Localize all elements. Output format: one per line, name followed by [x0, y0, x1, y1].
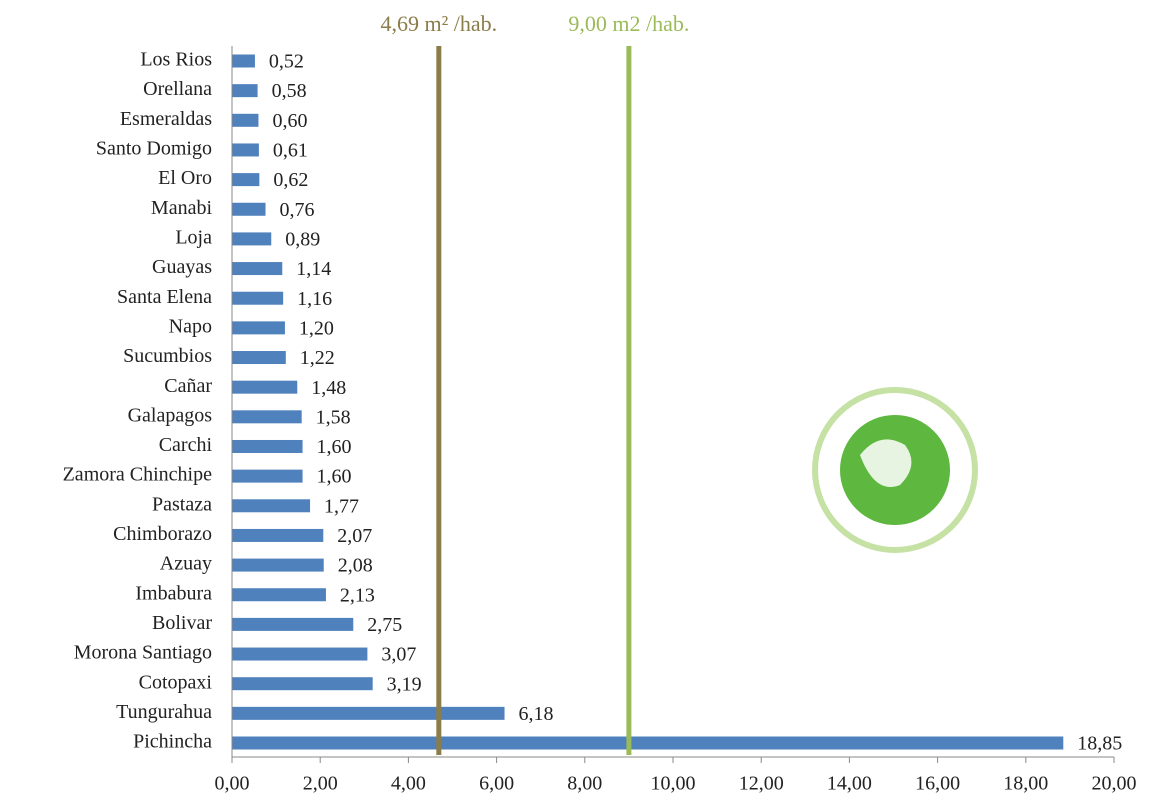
bar — [232, 706, 505, 720]
value-label: 1,77 — [324, 495, 359, 517]
value-label: 2,07 — [337, 525, 372, 547]
bar — [232, 321, 285, 335]
value-label: 1,48 — [311, 377, 346, 399]
value-label: 18,85 — [1077, 733, 1122, 755]
reference-label: 9,00 m2 /hab. — [568, 11, 689, 36]
y-tick-label: Pastaza — [152, 493, 212, 515]
bar — [232, 232, 272, 246]
bar — [232, 262, 283, 276]
bar — [232, 202, 266, 216]
bar — [232, 736, 1064, 750]
value-label: 1,60 — [317, 466, 352, 488]
value-label: 0,60 — [272, 110, 307, 132]
y-tick-label: Morona Santiago — [74, 642, 212, 664]
bar — [232, 528, 324, 542]
value-label: 3,07 — [381, 644, 416, 666]
x-tick-label: 12,00 — [739, 773, 784, 795]
bar — [232, 410, 302, 424]
value-label: 0,58 — [272, 80, 307, 102]
bar — [232, 351, 286, 365]
value-label: 1,22 — [300, 347, 335, 369]
value-label: 1,20 — [299, 317, 334, 339]
x-tick-label: 2,00 — [303, 773, 338, 795]
y-tick-label: Santo Domigo — [96, 138, 212, 160]
x-tick-label: 10,00 — [651, 773, 696, 795]
bar — [232, 617, 354, 631]
value-label: 0,62 — [273, 169, 308, 191]
y-tick-label: Esmeraldas — [120, 108, 212, 130]
y-tick-label: Zamora Chinchipe — [63, 464, 213, 486]
value-label: 6,18 — [519, 703, 554, 725]
y-tick-label: Manabi — [151, 197, 213, 219]
bar — [232, 588, 326, 602]
value-label: 0,52 — [269, 51, 304, 73]
y-tick-label: Santa Elena — [117, 286, 212, 308]
y-tick-label: El Oro — [158, 167, 212, 189]
bar — [232, 647, 368, 661]
x-tick-label: 4,00 — [391, 773, 426, 795]
y-tick-label: Cañar — [164, 375, 212, 397]
y-tick-label: Bolivar — [152, 612, 212, 634]
x-tick-label: 18,00 — [1003, 773, 1048, 795]
y-tick-label: Loja — [175, 227, 212, 249]
x-tick-label: 14,00 — [827, 773, 872, 795]
bar — [232, 113, 259, 127]
value-label: 1,16 — [297, 288, 332, 310]
y-tick-label: Carchi — [159, 434, 213, 456]
bar — [232, 677, 373, 691]
x-tick-label: 0,00 — [215, 773, 250, 795]
value-label: 3,19 — [387, 673, 422, 695]
y-tick-label: Pichincha — [133, 731, 212, 753]
bar — [232, 84, 258, 98]
value-label: 2,75 — [367, 614, 402, 636]
y-tick-label: Sucumbios — [123, 345, 212, 367]
y-tick-label: Guayas — [152, 256, 212, 278]
x-tick-label: 16,00 — [915, 773, 960, 795]
value-label: 0,89 — [285, 229, 320, 251]
bar — [232, 173, 260, 187]
x-tick-label: 20,00 — [1092, 773, 1137, 795]
bar — [232, 469, 303, 483]
bar — [232, 558, 324, 572]
bar — [232, 380, 298, 394]
value-label: 2,13 — [340, 584, 375, 606]
x-tick-label: 8,00 — [567, 773, 602, 795]
value-label: 0,76 — [280, 199, 315, 221]
y-tick-label: Galapagos — [128, 404, 213, 426]
bar — [232, 54, 255, 68]
bar — [232, 439, 303, 453]
y-tick-label: Chimborazo — [113, 523, 212, 545]
y-tick-label: Orellana — [143, 78, 212, 100]
y-tick-label: Los Rios — [140, 49, 212, 71]
value-label: 2,08 — [338, 555, 373, 577]
reference-label: 4,69 m² /hab. — [381, 11, 498, 36]
y-tick-label: Azuay — [160, 553, 212, 575]
bar — [232, 291, 284, 305]
globe-decoration — [812, 387, 978, 553]
value-label: 1,14 — [296, 258, 331, 280]
value-label: 1,60 — [317, 436, 352, 458]
y-tick-label: Tungurahua — [116, 701, 212, 723]
x-tick-label: 6,00 — [479, 773, 514, 795]
bar — [232, 143, 259, 157]
y-tick-label: Imbabura — [135, 582, 212, 604]
value-label: 0,61 — [273, 140, 308, 162]
bar — [232, 499, 311, 513]
value-label: 1,58 — [316, 406, 351, 428]
y-tick-label: Napo — [169, 315, 212, 337]
y-tick-label: Cotopaxi — [139, 671, 213, 693]
